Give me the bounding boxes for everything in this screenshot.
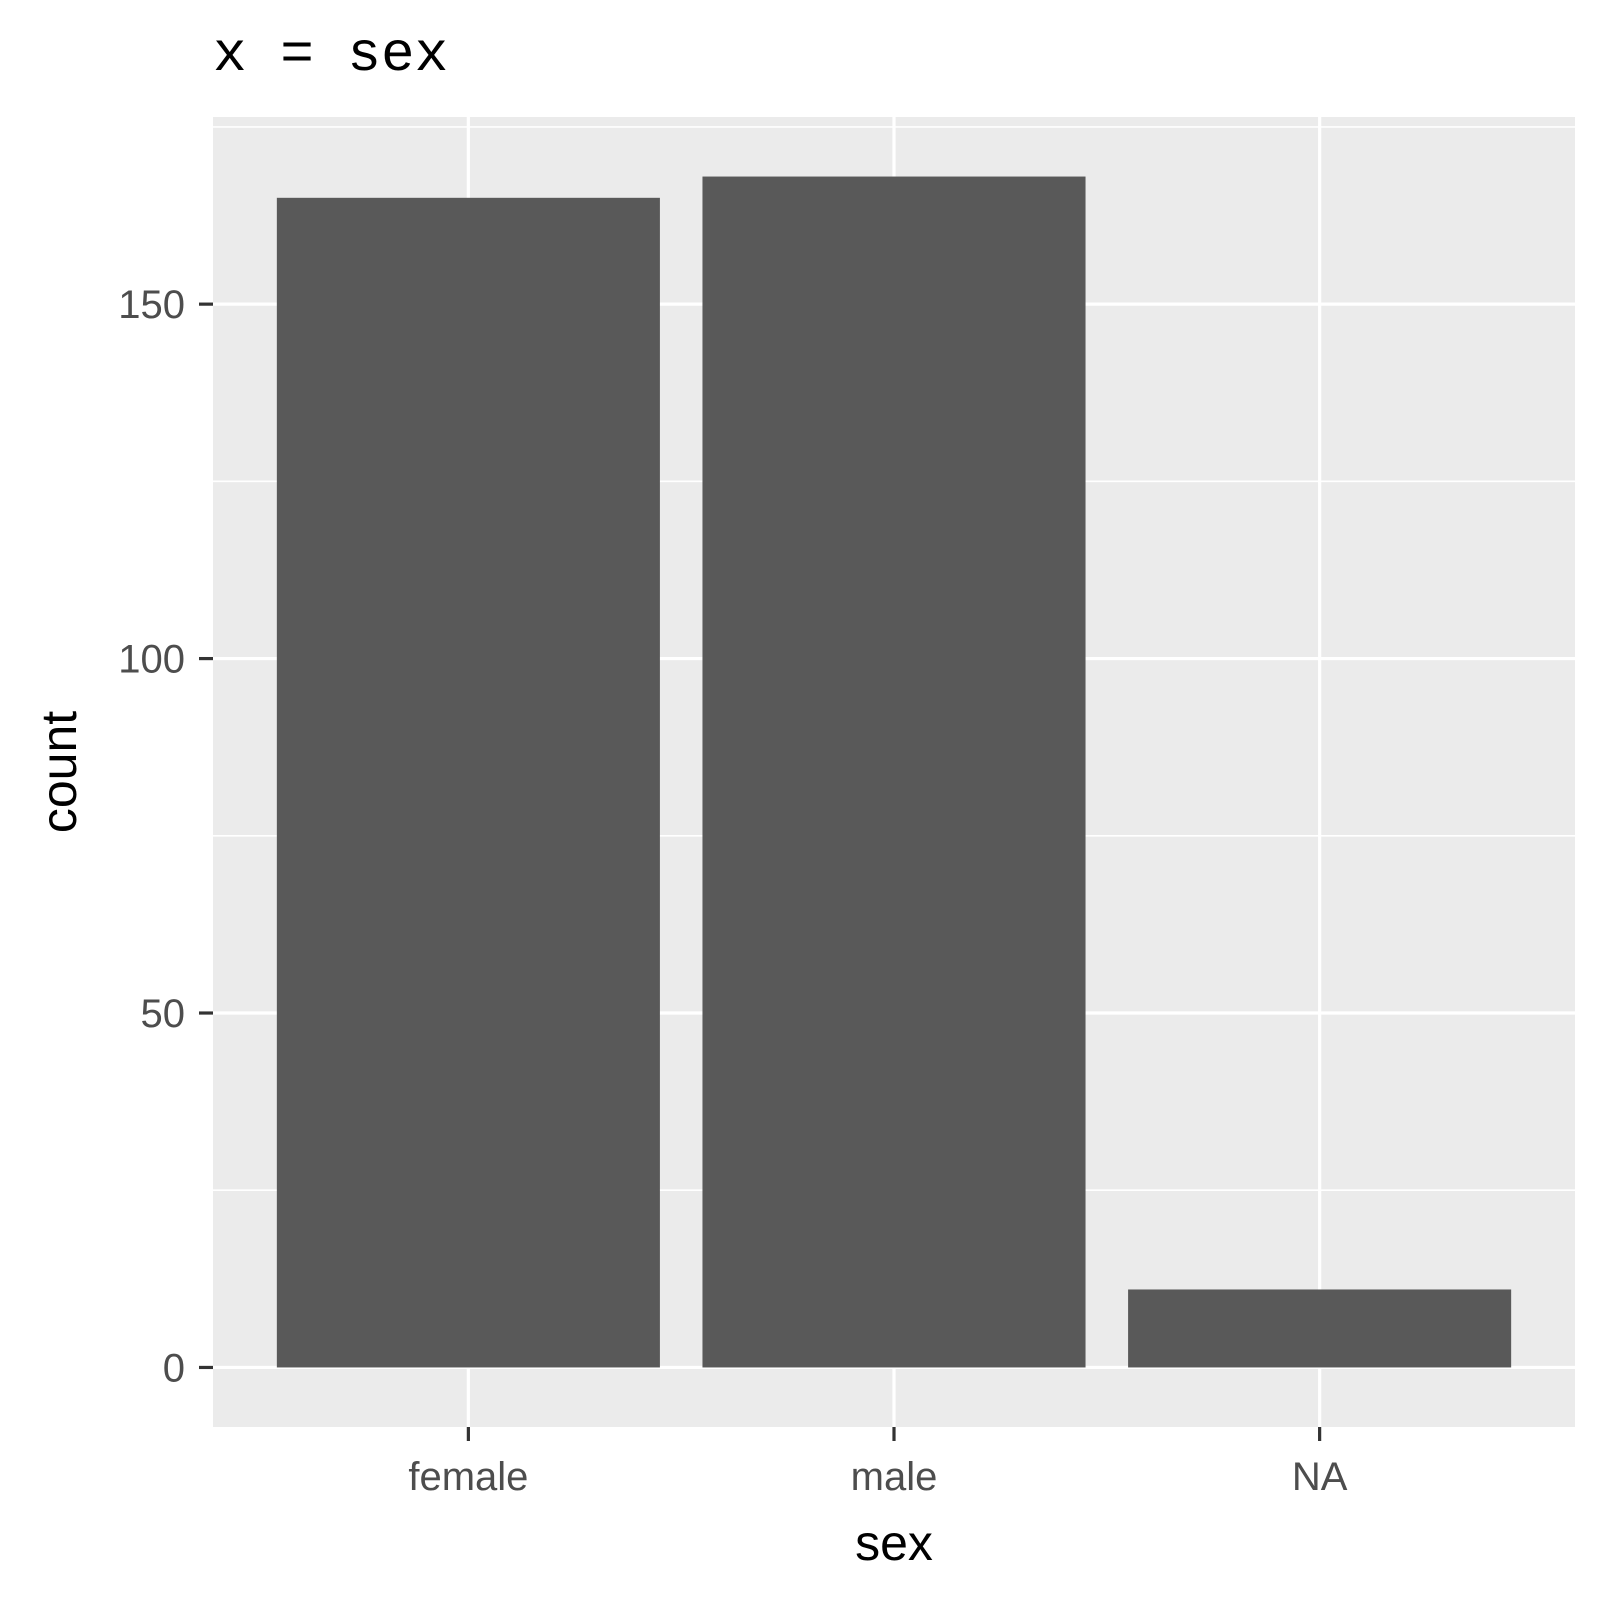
axes: 0 50 100 150 female male NA bbox=[118, 283, 1347, 1499]
bar-na bbox=[1128, 1289, 1512, 1368]
y-tick-label: 0 bbox=[163, 1346, 185, 1390]
x-tick-label: female bbox=[408, 1455, 528, 1499]
bar-female bbox=[276, 197, 660, 1368]
bars bbox=[276, 176, 1512, 1368]
chart-title: x = sex bbox=[213, 23, 448, 87]
x-tick-label: NA bbox=[1292, 1455, 1348, 1499]
y-tick-label: 100 bbox=[118, 638, 185, 682]
x-tick-label: male bbox=[851, 1455, 938, 1499]
y-tick-label: 150 bbox=[118, 283, 185, 327]
y-axis-title: count bbox=[31, 711, 87, 833]
y-tick-label: 50 bbox=[141, 992, 186, 1036]
bar-male bbox=[702, 176, 1086, 1368]
x-axis-title: sex bbox=[855, 1515, 933, 1571]
